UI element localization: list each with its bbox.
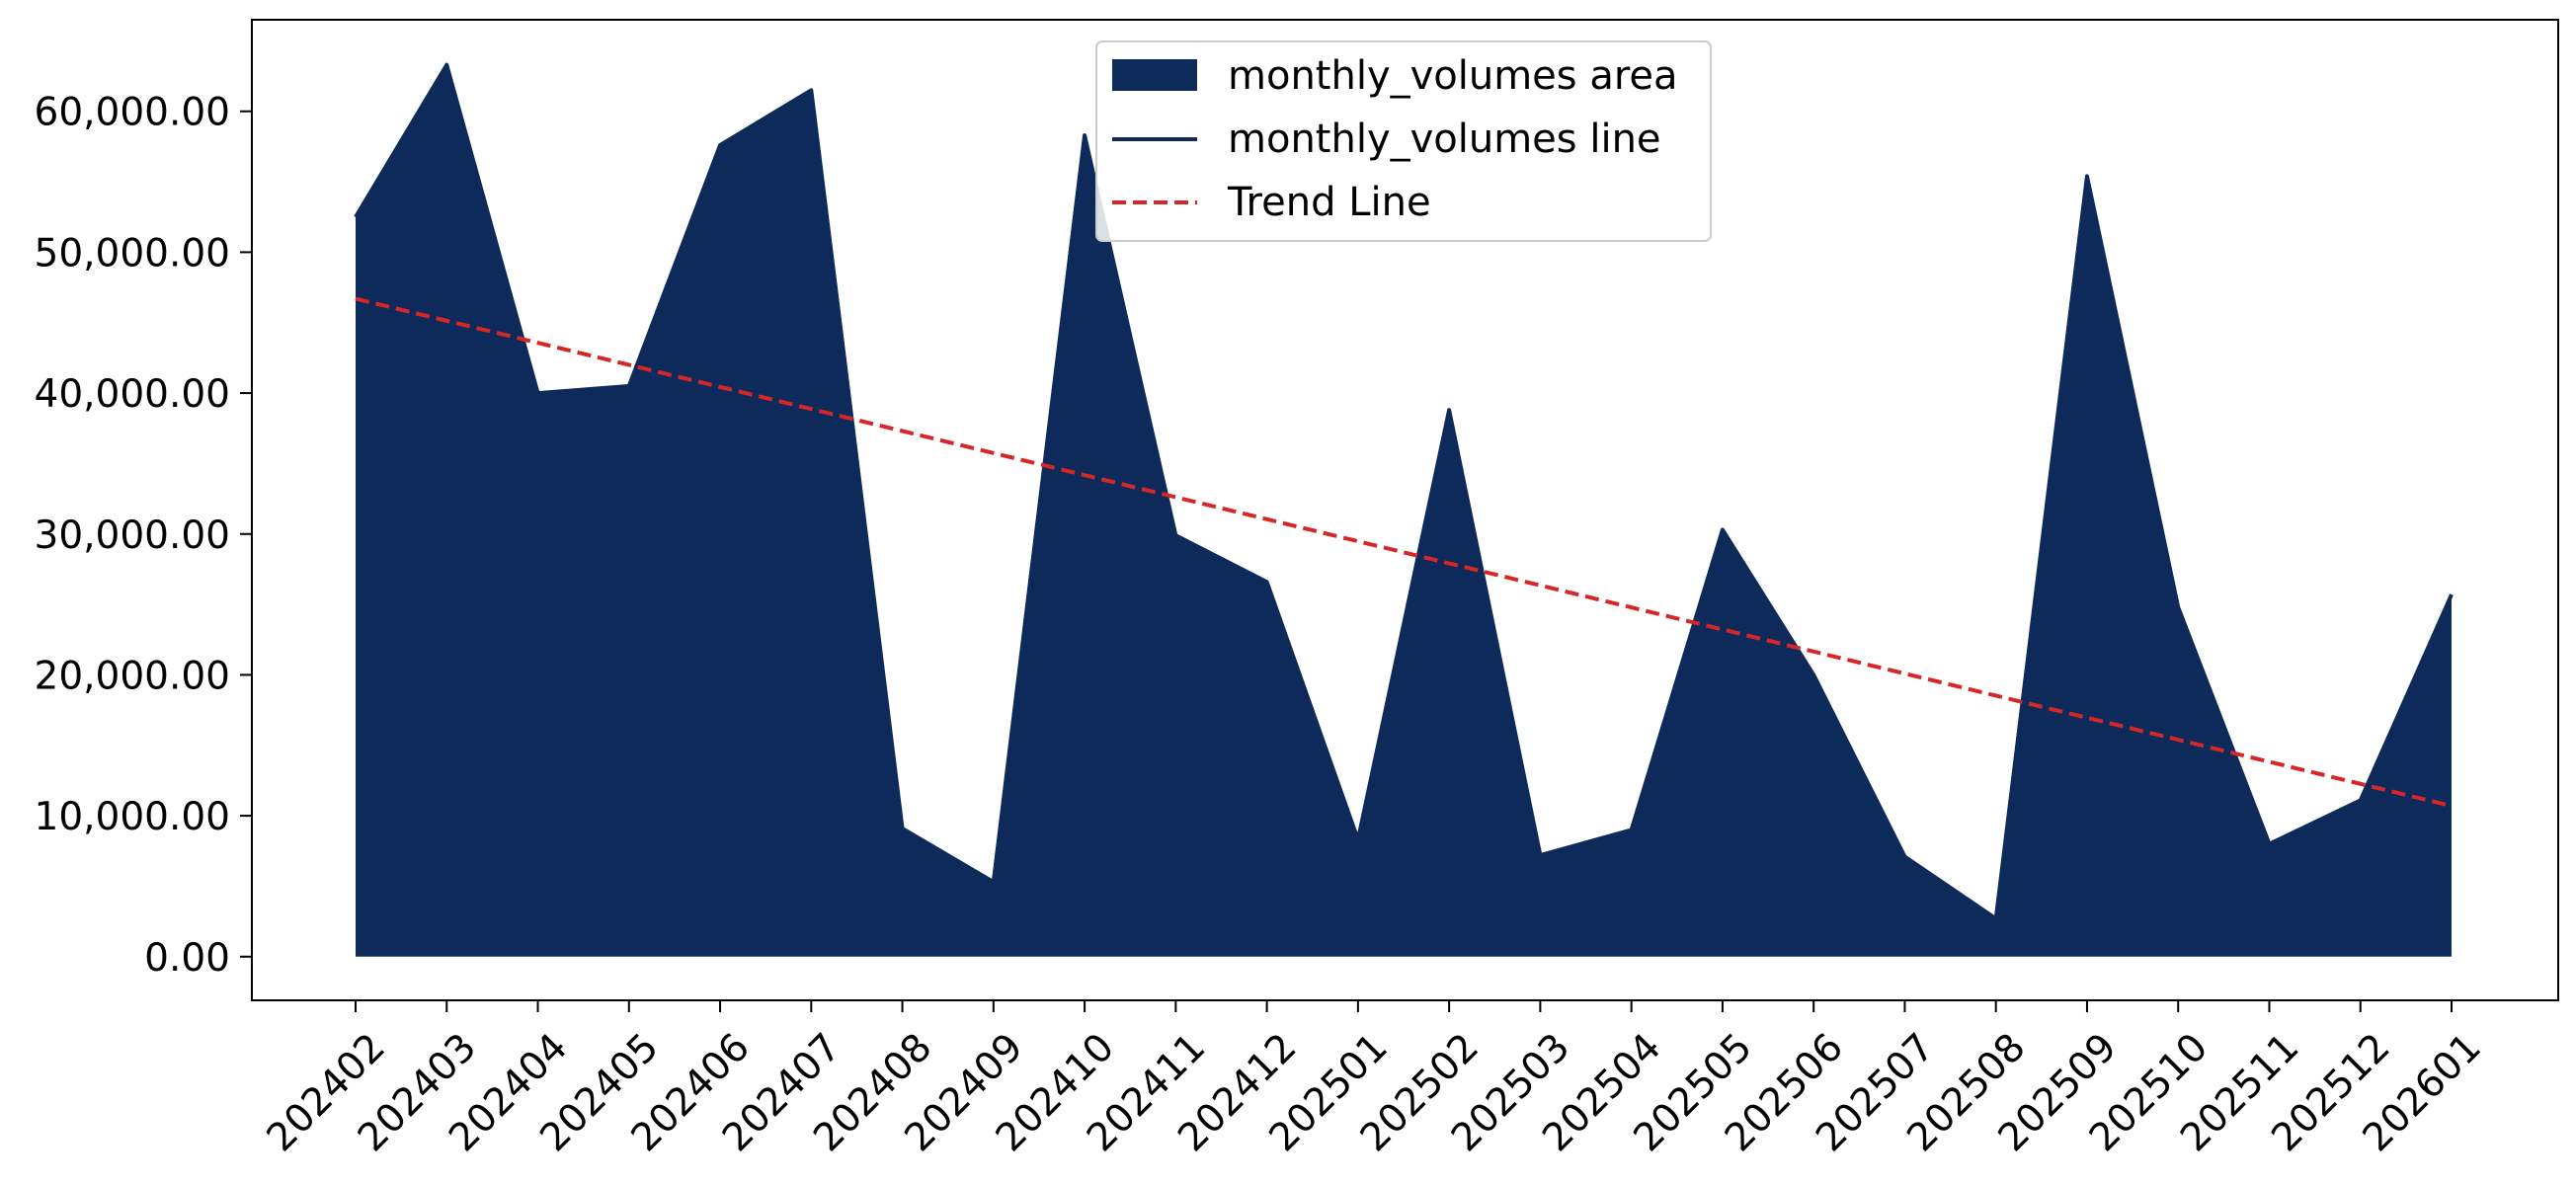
legend-label-line: monthly_volumes line: [1228, 117, 1661, 162]
y-tick-label: 60,000.00: [35, 91, 231, 135]
y-tick-label: 30,000.00: [35, 513, 231, 558]
y-tick-label: 20,000.00: [35, 654, 231, 698]
legend-label-trend: Trend Line: [1227, 180, 1431, 225]
y-tick-label: 10,000.00: [35, 795, 231, 839]
trend-line: [355, 296, 2453, 809]
plot-marks: [354, 62, 2454, 957]
y-axis: 0.00 10,000.00 20,000.00 30,000.00 40,000.00…: [35, 91, 252, 981]
legend: monthly_volumes area monthly_volumes lin…: [1095, 40, 1712, 242]
legend-box: [1095, 40, 1712, 242]
y-tick-label: 40,000.00: [35, 372, 231, 417]
y-tick-label: 0.00: [144, 936, 230, 981]
area-fill: [356, 64, 2452, 957]
series-line: [354, 62, 2454, 921]
legend-label-area: monthly_volumes area: [1228, 53, 1678, 99]
legend-swatch-area: [1112, 59, 1197, 91]
plot-frame: [251, 19, 2559, 1001]
y-tick-label: 50,000.00: [35, 231, 231, 276]
